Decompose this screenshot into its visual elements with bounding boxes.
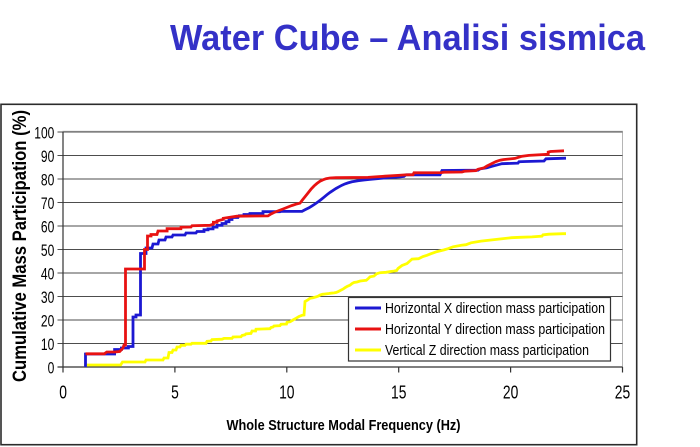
svg-text:70: 70 xyxy=(41,195,54,213)
svg-text:80: 80 xyxy=(41,172,54,190)
svg-text:25: 25 xyxy=(615,382,630,403)
svg-text:100: 100 xyxy=(34,125,54,143)
svg-text:Horizontal X direction mass pa: Horizontal X direction mass participatio… xyxy=(385,301,605,317)
svg-text:20: 20 xyxy=(503,382,518,403)
svg-text:5: 5 xyxy=(171,382,179,403)
svg-text:10: 10 xyxy=(41,336,54,354)
svg-text:15: 15 xyxy=(391,382,406,403)
svg-text:40: 40 xyxy=(41,266,54,284)
svg-text:Water Cube – Analisi sismica: Water Cube – Analisi sismica xyxy=(170,17,646,58)
svg-text:Cumulative Mass Participation: Cumulative Mass Participation (%) xyxy=(10,110,31,382)
svg-text:Whole Structure Modal Frequenc: Whole Structure Modal Frequency (Hz) xyxy=(227,418,461,434)
svg-text:10: 10 xyxy=(279,382,294,403)
svg-text:60: 60 xyxy=(41,219,54,237)
svg-text:0: 0 xyxy=(59,382,67,403)
svg-text:50: 50 xyxy=(41,242,54,260)
svg-text:Vertical Z direction mass part: Vertical Z direction mass participation xyxy=(385,343,589,359)
svg-text:20: 20 xyxy=(41,313,54,331)
svg-text:30: 30 xyxy=(41,289,54,307)
svg-text:90: 90 xyxy=(41,148,54,166)
svg-text:Horizontal Y direction mass pa: Horizontal Y direction mass participatio… xyxy=(385,322,605,338)
svg-text:0: 0 xyxy=(48,360,55,378)
